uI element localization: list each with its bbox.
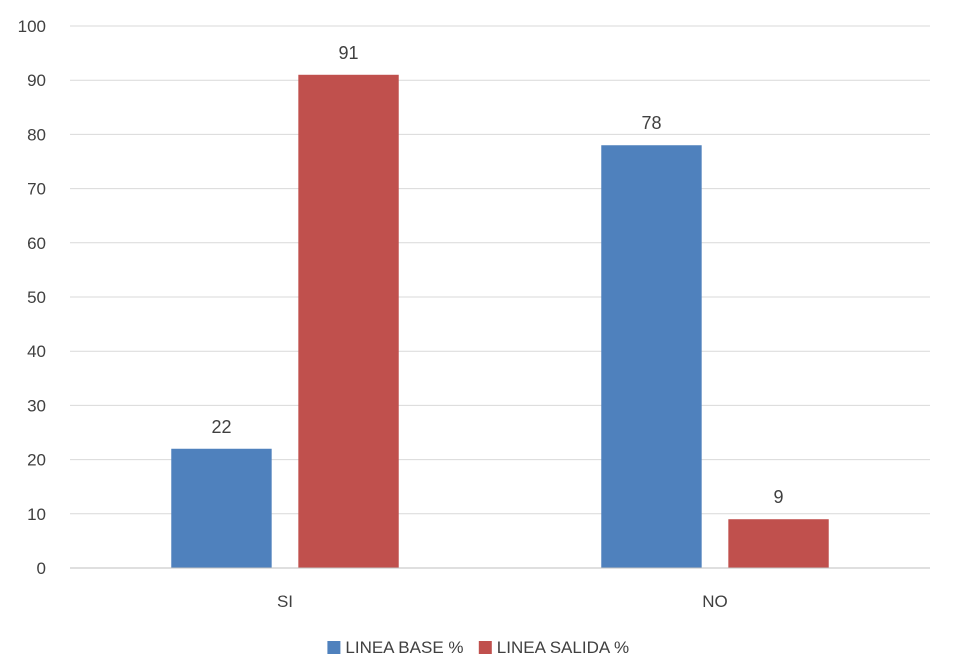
y-tick-label: 10 xyxy=(27,505,46,524)
y-tick-label: 30 xyxy=(27,396,46,415)
bar-no-series-1 xyxy=(728,519,829,568)
y-tick-label: 90 xyxy=(27,71,46,90)
bar-si-series-0 xyxy=(171,448,272,568)
legend: LINEA BASE % LINEA SALIDA % xyxy=(327,638,629,657)
data-label: 22 xyxy=(211,417,231,437)
y-tick-label: 60 xyxy=(27,234,46,253)
data-labels: 22 91 78 9 xyxy=(211,43,783,507)
y-tick-label: 50 xyxy=(27,288,46,307)
legend-label: LINEA SALIDA % xyxy=(497,638,629,657)
bar-no-series-0 xyxy=(601,145,702,569)
legend-label: LINEA BASE % xyxy=(345,638,463,657)
y-tick-label: 20 xyxy=(27,451,46,470)
y-tick-label: 70 xyxy=(27,180,46,199)
y-tick-label: 100 xyxy=(18,17,46,36)
x-axis-categories: SI NO xyxy=(277,592,728,611)
legend-swatch-series-0 xyxy=(327,641,341,654)
x-category-label: SI xyxy=(277,592,293,611)
legend-swatch-series-1 xyxy=(478,641,492,654)
bars xyxy=(171,74,829,569)
data-label: 91 xyxy=(339,43,359,63)
y-tick-label: 40 xyxy=(27,342,46,361)
y-axis-ticks: 0 10 20 30 40 50 60 70 80 90 100 xyxy=(18,17,46,578)
bar-si-series-1 xyxy=(298,74,399,568)
y-tick-label: 80 xyxy=(27,125,46,144)
y-tick-label: 0 xyxy=(37,559,46,578)
data-label: 78 xyxy=(641,113,661,133)
x-category-label: NO xyxy=(702,592,728,611)
gridlines xyxy=(70,25,930,515)
data-label: 9 xyxy=(774,487,784,507)
